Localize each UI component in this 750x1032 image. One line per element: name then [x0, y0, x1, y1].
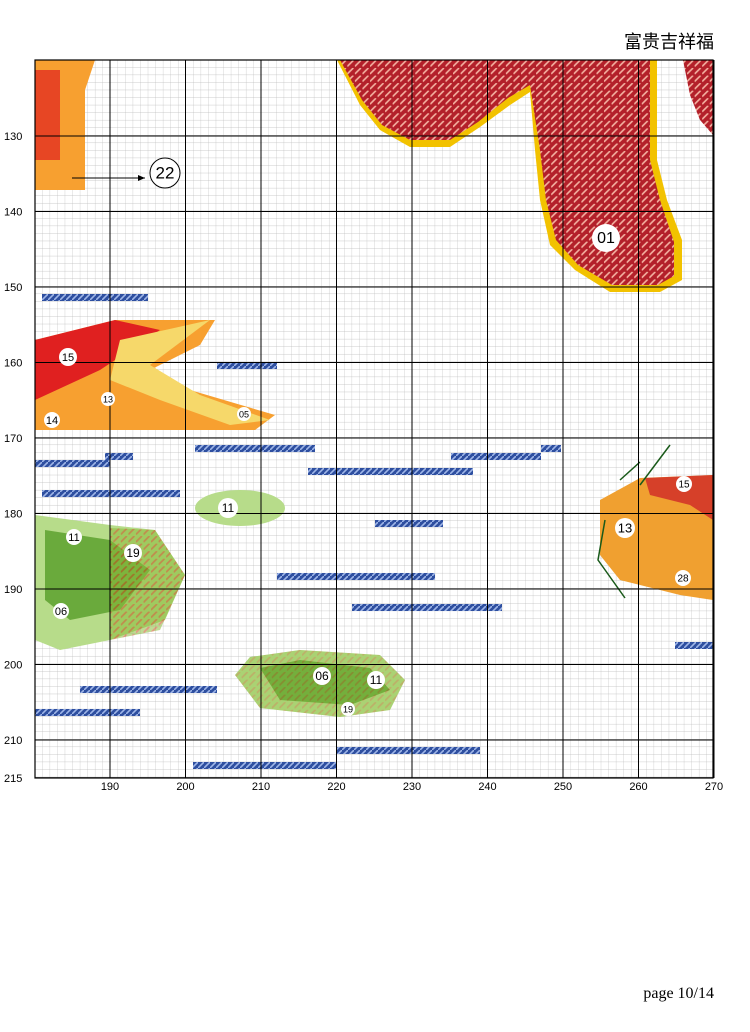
- symbol-label: 11: [370, 673, 383, 687]
- y-tick-label: 140: [4, 207, 22, 219]
- x-tick-label: 220: [327, 781, 345, 793]
- symbol-circle: [149, 157, 181, 189]
- symbol-label: 28: [677, 574, 689, 585]
- symbol-circle: [341, 702, 355, 716]
- symbol-circle: [676, 476, 692, 492]
- x-tick-label: 250: [554, 781, 572, 793]
- symbol-label: 11: [222, 501, 235, 515]
- symbol-label: 01: [597, 230, 615, 247]
- symbol-label: 13: [103, 394, 113, 404]
- symbol-label: 19: [343, 704, 353, 714]
- symbol-circle: [59, 348, 77, 366]
- symbol-circle: [44, 412, 60, 428]
- x-tick-label: 230: [403, 781, 421, 793]
- title: 富贵吉祥福: [624, 32, 714, 52]
- symbol-circle: [675, 570, 691, 586]
- y-tick-label: 190: [4, 584, 22, 596]
- symbol-circle: [237, 407, 251, 421]
- symbol-circle: [66, 529, 82, 545]
- symbol-circle: [101, 392, 115, 406]
- arrow-head: [138, 175, 145, 181]
- x-tick-label: 200: [176, 781, 194, 793]
- symbol-circle: [218, 498, 238, 518]
- symbol-label: 11: [68, 532, 79, 544]
- x-tick-label: 210: [252, 781, 270, 793]
- symbol-label: 06: [55, 606, 67, 618]
- symbol-label: 14: [46, 415, 58, 427]
- symbol-circle: [124, 544, 142, 562]
- y-tick-label: 180: [4, 509, 22, 521]
- y-tick-label: 130: [4, 131, 22, 143]
- grid-border: [34, 59, 714, 779]
- symbol-label: 13: [618, 520, 632, 535]
- backstitch-bars: [35, 294, 713, 769]
- y-tick-label: 210: [4, 735, 22, 747]
- symbol-circle: [615, 518, 635, 538]
- symbol-label: 15: [62, 352, 74, 364]
- x-tick-label: 270: [705, 781, 723, 793]
- x-tick-label: 260: [629, 781, 647, 793]
- symbol-circle: [313, 667, 331, 685]
- symbol-labels: 22 01 15 13 14 05 11 11 19 06 06 11 19 15 13 28: [44, 157, 692, 716]
- y-tick-label: 150: [4, 282, 22, 294]
- y-tick-label: 160: [4, 358, 22, 370]
- page-number: page 10/14: [643, 985, 714, 1002]
- y-tick-label: 215: [4, 773, 22, 785]
- x-tick-label: 190: [101, 781, 119, 793]
- symbol-label: 22: [156, 163, 175, 182]
- y-tick-label: 200: [4, 660, 22, 672]
- symbol-circle: [53, 603, 69, 619]
- symbol-label: 15: [678, 480, 690, 491]
- symbol-label: 05: [239, 409, 249, 419]
- symbol-circle: [592, 224, 620, 252]
- x-tick-label: 240: [478, 781, 496, 793]
- y-tick-label: 170: [4, 433, 22, 445]
- symbol-circle: [367, 671, 385, 689]
- symbol-label: 06: [315, 669, 329, 683]
- symbol-label: 19: [126, 546, 140, 560]
